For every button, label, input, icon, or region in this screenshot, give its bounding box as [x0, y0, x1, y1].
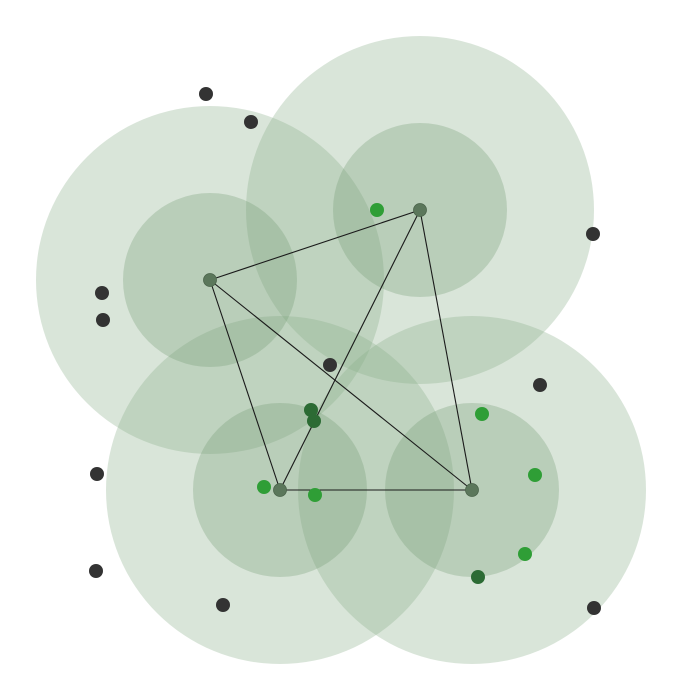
- outer-coverage-discs: [36, 36, 646, 664]
- point-dark-3: [95, 286, 109, 300]
- point-green-16: [528, 468, 542, 482]
- point-dark-0: [199, 87, 213, 101]
- hub-node-c: [273, 483, 287, 497]
- point-darkgreen-12: [307, 414, 321, 428]
- point-dark-10: [587, 601, 601, 615]
- edge-b-d: [419, 209, 473, 491]
- hub-node-d: [465, 483, 479, 497]
- point-dark-4: [96, 313, 110, 327]
- point-darkgreen-11: [304, 403, 318, 417]
- edge-a-b: [209, 209, 421, 281]
- edge-b-c: [279, 209, 421, 491]
- point-dark-8: [89, 564, 103, 578]
- point-green-15: [475, 407, 489, 421]
- point-dark-6: [533, 378, 547, 392]
- point-green-19: [518, 547, 532, 561]
- hub-nodes: [203, 203, 479, 497]
- point-green-14: [370, 203, 384, 217]
- point-green-17: [257, 480, 271, 494]
- edge-a-d: [209, 279, 473, 491]
- hub-node-b: [413, 203, 427, 217]
- sample-points: [89, 87, 601, 615]
- point-darkgreen-13: [471, 570, 485, 584]
- hub-connections: [209, 209, 473, 491]
- hub-node-a: [203, 273, 217, 287]
- point-dark-7: [90, 467, 104, 481]
- point-dark-9: [216, 598, 230, 612]
- edge-a-c: [209, 279, 281, 491]
- point-green-18: [308, 488, 322, 502]
- point-dark-2: [586, 227, 600, 241]
- point-dark-1: [244, 115, 258, 129]
- point-dark-5: [323, 358, 337, 372]
